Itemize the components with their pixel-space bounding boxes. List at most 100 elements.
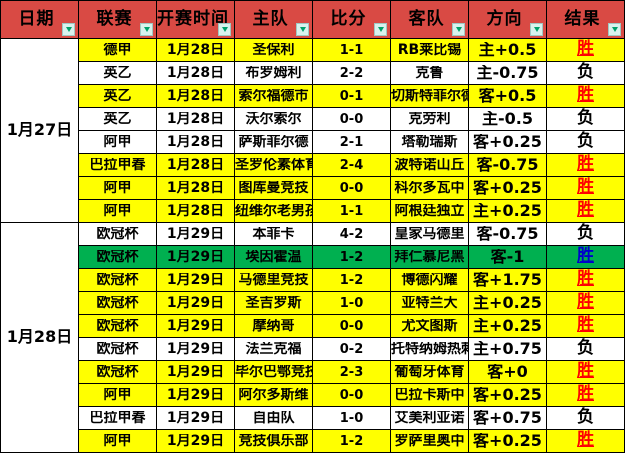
home-team-cell-text: 摩纳哥 [252, 319, 295, 333]
league-cell: 阿甲 [78, 199, 157, 223]
column-header-result[interactable]: 结果 [546, 0, 625, 39]
filter-dropdown-icon[interactable] [452, 23, 465, 36]
league-cell: 英乙 [78, 107, 157, 131]
league-cell: 巴拉甲春 [78, 153, 157, 177]
date-group-cell: 1月27日 [0, 38, 79, 223]
table-row[interactable]: 欧冠杯 1月29日 毕尔巴鄂竞技 2-3 葡萄牙体育 客+0 胜 [1, 360, 625, 384]
direction-cell: 主-0.5 [468, 107, 547, 131]
table-row[interactable]: 欧冠杯 1月29日 埃因霍温 1-2 拜仁慕尼黑 客-1 胜 [1, 245, 625, 269]
filter-dropdown-icon[interactable] [530, 23, 543, 36]
filter-dropdown-icon[interactable] [62, 23, 75, 36]
result-cell: 负 [546, 130, 625, 154]
result-cell: 胜 [546, 199, 625, 223]
column-header-league[interactable]: 联赛 [78, 0, 157, 39]
result-cell: 负 [546, 222, 625, 246]
home-team-cell: 图库曼竞技 [234, 176, 313, 200]
direction-cell: 客+0 [468, 360, 547, 384]
column-header-label: 比分 [330, 8, 367, 29]
score-cell: 0-0 [312, 383, 391, 407]
table-row[interactable]: 欧冠杯 1月29日 摩纳哥 0-0 尤文图斯 主+0.25 胜 [1, 314, 625, 338]
home-team-cell: 沃尔索尔 [234, 107, 313, 131]
score-cell-text: 1-0 [339, 296, 364, 310]
league-cell: 欧冠杯 [78, 245, 157, 269]
away-team-cell-text: 克鲁 [415, 66, 444, 80]
table-row[interactable]: 阿甲 1月29日 阿尔多斯维 0-0 巴拉卡斯中 客+0.25 胜 [1, 383, 625, 407]
home-team-cell: 埃因霍温 [234, 245, 313, 269]
home-team-cell: 马德里竞技 [234, 268, 313, 292]
score-cell: 0-2 [312, 337, 391, 361]
filter-dropdown-icon[interactable] [218, 23, 231, 36]
kickoff-time-cell: 1月28日 [156, 84, 235, 108]
table-row[interactable]: 欧冠杯 1月29日 法兰克福 0-2 托特纳姆热刺 主+0.75 负 [1, 337, 625, 361]
league-cell-text: 欧冠杯 [96, 342, 139, 356]
table-row[interactable]: 阿甲 1月29日 竞技俱乐部 1-2 罗萨里奥中 客+0.25 胜 [1, 429, 625, 453]
league-cell-text: 欧冠杯 [96, 273, 139, 287]
result-cell: 负 [546, 337, 625, 361]
direction-cell-text: 客+0.25 [473, 180, 542, 196]
kickoff-time-cell-text: 1月29日 [166, 250, 225, 264]
table-row[interactable]: 1月27日 德甲 1月28日 圣保利 1-1 RB莱比锡 主+0.5 胜 [0, 38, 625, 223]
score-cell-text: 0-0 [339, 388, 364, 402]
league-cell-text: 欧冠杯 [96, 319, 139, 333]
league-cell: 欧冠杯 [78, 337, 157, 361]
kickoff-time-cell: 1月29日 [156, 268, 235, 292]
score-cell: 1-2 [312, 245, 391, 269]
result-badge: 负 [577, 223, 594, 244]
league-cell-text: 欧冠杯 [96, 227, 139, 241]
result-cell: 负 [546, 61, 625, 85]
away-team-cell-text: 皇家马德里 [394, 227, 465, 241]
column-header-direction[interactable]: 方向 [468, 0, 547, 39]
result-badge: 胜 [577, 177, 594, 198]
column-header-score[interactable]: 比分 [312, 0, 391, 39]
home-team-cell-text: 萨斯菲尔德 [238, 135, 309, 149]
direction-cell-text: 客+0.5 [478, 88, 537, 104]
table-row[interactable]: 巴拉甲春 1月29日 自由队 1-0 艾美利亚诺 客+0.75 负 [1, 406, 625, 430]
direction-cell: 主-0.75 [468, 61, 547, 85]
kickoff-time-cell: 1月29日 [156, 360, 235, 384]
home-team-cell-text: 马德里竞技 [238, 273, 309, 287]
result-badge: 负 [577, 407, 594, 428]
score-cell-text: 2-4 [339, 158, 364, 172]
result-badge: 胜 [577, 246, 594, 267]
score-cell-text: 0-0 [339, 112, 364, 126]
table-row[interactable]: 欧冠杯 1月29日 圣吉罗斯 1-0 亚特兰大 主+0.25 胜 [1, 291, 625, 315]
home-team-cell-text: 自由队 [252, 411, 295, 425]
column-header-label: 主队 [252, 8, 289, 29]
direction-cell-text: 客+0 [487, 364, 528, 380]
away-team-cell: 巴拉卡斯中 [390, 383, 469, 407]
direction-cell: 客-0.75 [468, 153, 547, 177]
filter-dropdown-icon[interactable] [140, 23, 153, 36]
table-row[interactable]: 英乙 1月28日 沃尔索尔 0-0 克劳利 主-0.5 负 [1, 107, 625, 131]
column-header-date[interactable]: 日期 [0, 0, 79, 39]
league-cell-text: 巴拉甲春 [89, 411, 146, 425]
filter-dropdown-icon[interactable] [374, 23, 387, 36]
column-header-label: 结果 [564, 8, 601, 29]
score-cell: 4-2 [312, 222, 391, 246]
home-team-cell-text: 埃因霍温 [245, 250, 302, 264]
away-team-cell-text: 尤文图斯 [401, 319, 458, 333]
table-row[interactable]: 欧冠杯 1月29日 马德里竞技 1-2 博德闪耀 客+1.75 胜 [1, 268, 625, 292]
score-cell-text: 1-1 [339, 204, 364, 218]
table-row[interactable]: 阿甲 1月28日 图库曼竞技 0-0 科尔多瓦中 客+0.25 胜 [1, 176, 625, 200]
table-row[interactable]: 阿甲 1月28日 纽维尔老男孩 1-1 阿根廷独立 主+0.25 胜 [1, 199, 625, 223]
table-row[interactable]: 英乙 1月28日 布罗姆利 2-2 克鲁 主-0.75 负 [1, 61, 625, 85]
table-row[interactable]: 巴拉甲春 1月28日 圣罗伦素体育 2-4 波特诺山丘 客-0.75 胜 [1, 153, 625, 177]
direction-cell-text: 客-0.75 [476, 226, 539, 242]
column-header-home-team[interactable]: 主队 [234, 0, 313, 39]
filter-dropdown-icon[interactable] [296, 23, 309, 36]
score-cell: 0-0 [312, 314, 391, 338]
table-row[interactable]: 阿甲 1月28日 萨斯菲尔德 2-1 塔勒瑞斯 客+0.25 负 [1, 130, 625, 154]
home-team-cell: 圣罗伦素体育 [234, 153, 313, 177]
result-cell: 胜 [546, 314, 625, 338]
away-team-cell: 罗萨里奥中 [390, 429, 469, 453]
filter-dropdown-icon[interactable] [608, 23, 621, 36]
league-cell-text: 阿甲 [103, 434, 132, 448]
column-header-kickoff-time[interactable]: 开赛时间 [156, 0, 235, 39]
table-row[interactable]: 1月28日 欧冠杯 1月29日 本菲卡 4-2 皇家马德里 客-0.75 负 [0, 222, 625, 453]
table-row[interactable]: 英乙 1月28日 索尔福德市 0-1 切斯特菲尔德 客+0.5 胜 [1, 84, 625, 108]
home-team-cell: 毕尔巴鄂竞技 [234, 360, 313, 384]
away-team-cell-text: 艾美利亚诺 [394, 411, 465, 425]
column-header-away-team[interactable]: 客队 [390, 0, 469, 39]
home-team-cell: 圣保利 [234, 38, 313, 62]
